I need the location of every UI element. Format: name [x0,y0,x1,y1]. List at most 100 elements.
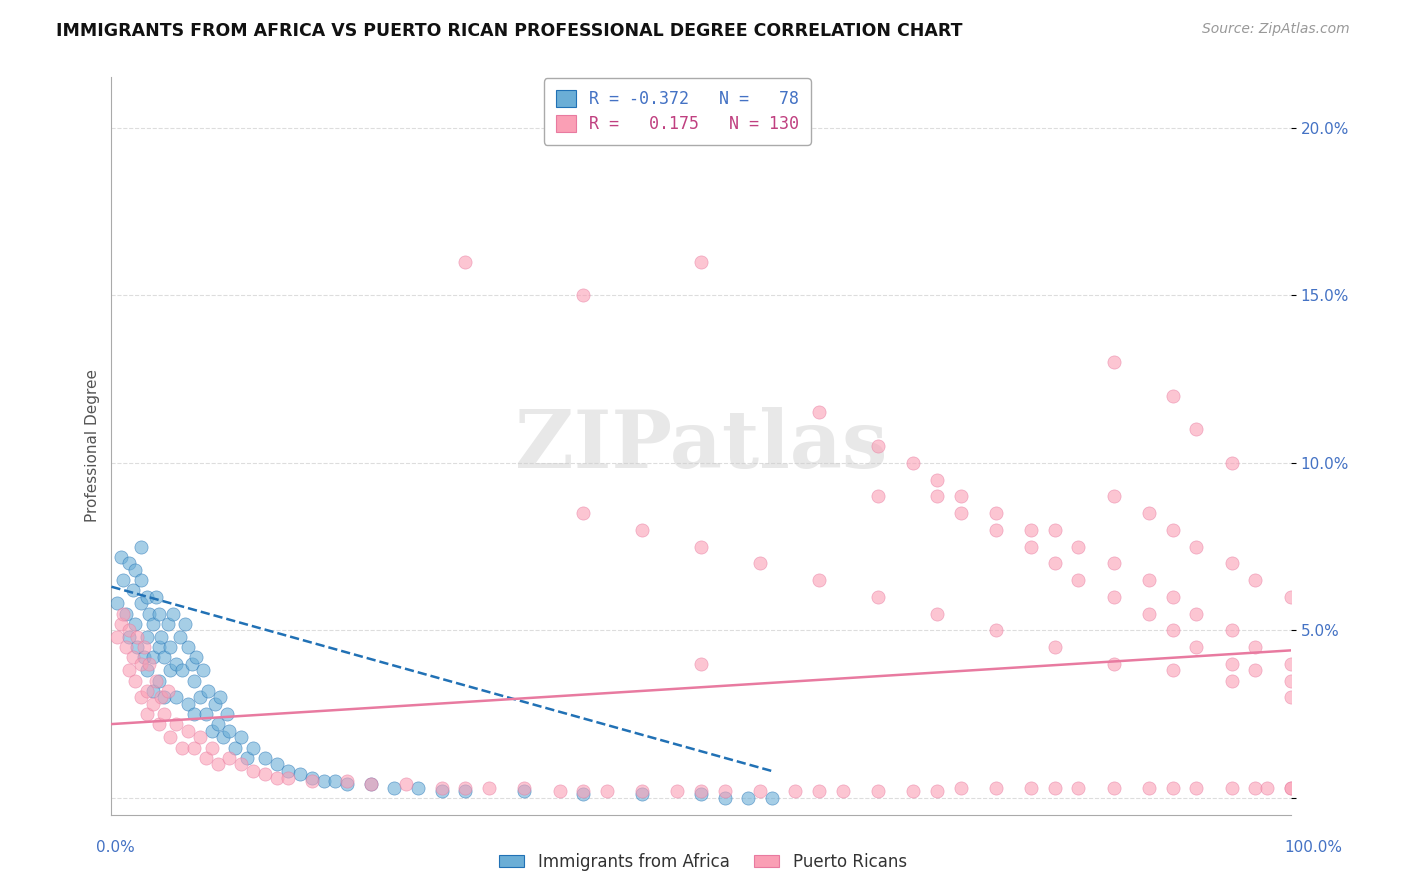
Point [690,254,713,268]
Point [112,573,135,587]
Point [1137,607,1160,621]
Point [312,774,335,789]
Point [1279,690,1302,705]
Point [1161,664,1184,678]
Point [454,780,477,795]
Point [1019,523,1042,537]
Point [142,683,165,698]
Point [124,673,146,688]
Point [1244,640,1267,654]
Point [984,624,1007,638]
Point [690,788,713,802]
Point [135,706,157,721]
Point [121,583,143,598]
Point [215,706,238,721]
Point [266,757,288,772]
Point [1137,506,1160,520]
Point [110,549,132,564]
Point [153,650,176,665]
Point [183,673,205,688]
Point [690,784,713,798]
Point [242,740,264,755]
Point [1220,556,1243,570]
Point [253,750,276,764]
Point [172,664,194,678]
Point [118,556,141,570]
Point [277,771,299,785]
Point [360,777,382,791]
Point [218,750,240,764]
Point [1019,780,1042,795]
Point [145,590,167,604]
Point [430,780,453,795]
Point [129,657,152,671]
Point [1102,355,1125,369]
Point [134,640,156,654]
Point [1043,640,1066,654]
Point [384,780,406,795]
Point [1137,780,1160,795]
Point [165,717,187,731]
Point [808,405,831,419]
Point [949,780,972,795]
Point [180,657,202,671]
Point [572,788,595,802]
Point [1279,590,1302,604]
Point [430,784,453,798]
Text: Source: ZipAtlas.com: Source: ZipAtlas.com [1202,22,1350,37]
Point [129,597,152,611]
Point [454,784,477,798]
Point [925,784,948,798]
Point [925,489,948,503]
Point [406,780,429,795]
Point [761,790,783,805]
Point [1244,573,1267,587]
Point [1220,624,1243,638]
Point [1137,573,1160,587]
Point [903,456,925,470]
Point [478,780,501,795]
Point [135,630,157,644]
Point [177,723,200,738]
Point [1220,673,1243,688]
Point [124,563,146,577]
Point [148,673,170,688]
Point [145,673,167,688]
Point [1019,540,1042,554]
Point [204,697,226,711]
Point [1220,657,1243,671]
Point [266,771,288,785]
Point [1102,556,1125,570]
Point [395,777,418,791]
Point [193,664,215,678]
Point [866,489,889,503]
Point [186,650,208,665]
Point [218,723,240,738]
Point [142,697,165,711]
Point [165,657,187,671]
Point [984,523,1007,537]
Point [197,683,219,698]
Point [984,506,1007,520]
Point [114,640,136,654]
Point [1220,456,1243,470]
Point [242,764,264,778]
Point [1161,590,1184,604]
Point [157,616,180,631]
Point [153,706,176,721]
Point [288,767,311,781]
Point [1244,780,1267,795]
Point [159,640,181,654]
Point [1043,780,1066,795]
Point [749,556,772,570]
Point [572,506,595,520]
Point [121,650,143,665]
Point [142,616,165,631]
Point [1161,389,1184,403]
Legend: R = -0.372   N =   78, R =   0.175   N = 130: R = -0.372 N = 78, R = 0.175 N = 130 [544,78,811,145]
Point [110,616,132,631]
Point [1067,540,1090,554]
Point [1043,556,1066,570]
Point [177,697,200,711]
Point [159,664,181,678]
